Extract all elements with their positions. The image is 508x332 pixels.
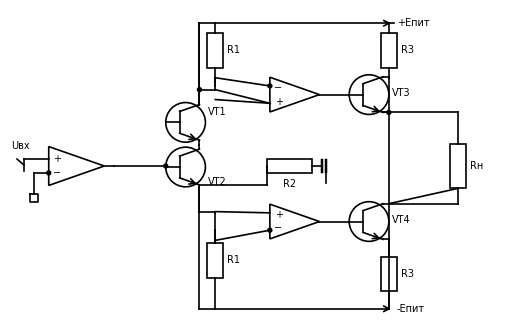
Text: R3: R3	[401, 269, 414, 279]
Text: Rн: Rн	[470, 161, 484, 171]
Text: R3: R3	[401, 45, 414, 55]
Circle shape	[268, 228, 272, 232]
Text: +: +	[274, 97, 282, 107]
Bar	[451, 144, 466, 188]
Text: +: +	[274, 209, 282, 219]
Circle shape	[268, 84, 272, 88]
Bar	[267, 159, 312, 173]
Text: R1: R1	[227, 255, 240, 265]
Text: +Eпит: +Eпит	[397, 18, 429, 28]
Circle shape	[164, 164, 168, 168]
Text: Uвх: Uвх	[11, 141, 29, 151]
Text: VT4: VT4	[392, 214, 410, 224]
Text: −: −	[274, 83, 282, 93]
Text: R1: R1	[227, 45, 240, 55]
Circle shape	[47, 171, 51, 175]
Text: −: −	[274, 223, 282, 233]
Text: VT3: VT3	[392, 88, 410, 98]
Text: −: −	[53, 168, 61, 178]
Text: +: +	[53, 154, 61, 164]
Bar	[381, 257, 397, 291]
Circle shape	[387, 111, 391, 115]
Circle shape	[198, 88, 202, 92]
Bar	[207, 33, 223, 68]
Text: -Eпит: -Eпит	[397, 304, 425, 314]
Text: VT1: VT1	[208, 108, 227, 118]
Bar	[207, 243, 223, 278]
Text: VT2: VT2	[208, 177, 227, 187]
Text: R2: R2	[283, 179, 296, 189]
Bar	[381, 33, 397, 68]
